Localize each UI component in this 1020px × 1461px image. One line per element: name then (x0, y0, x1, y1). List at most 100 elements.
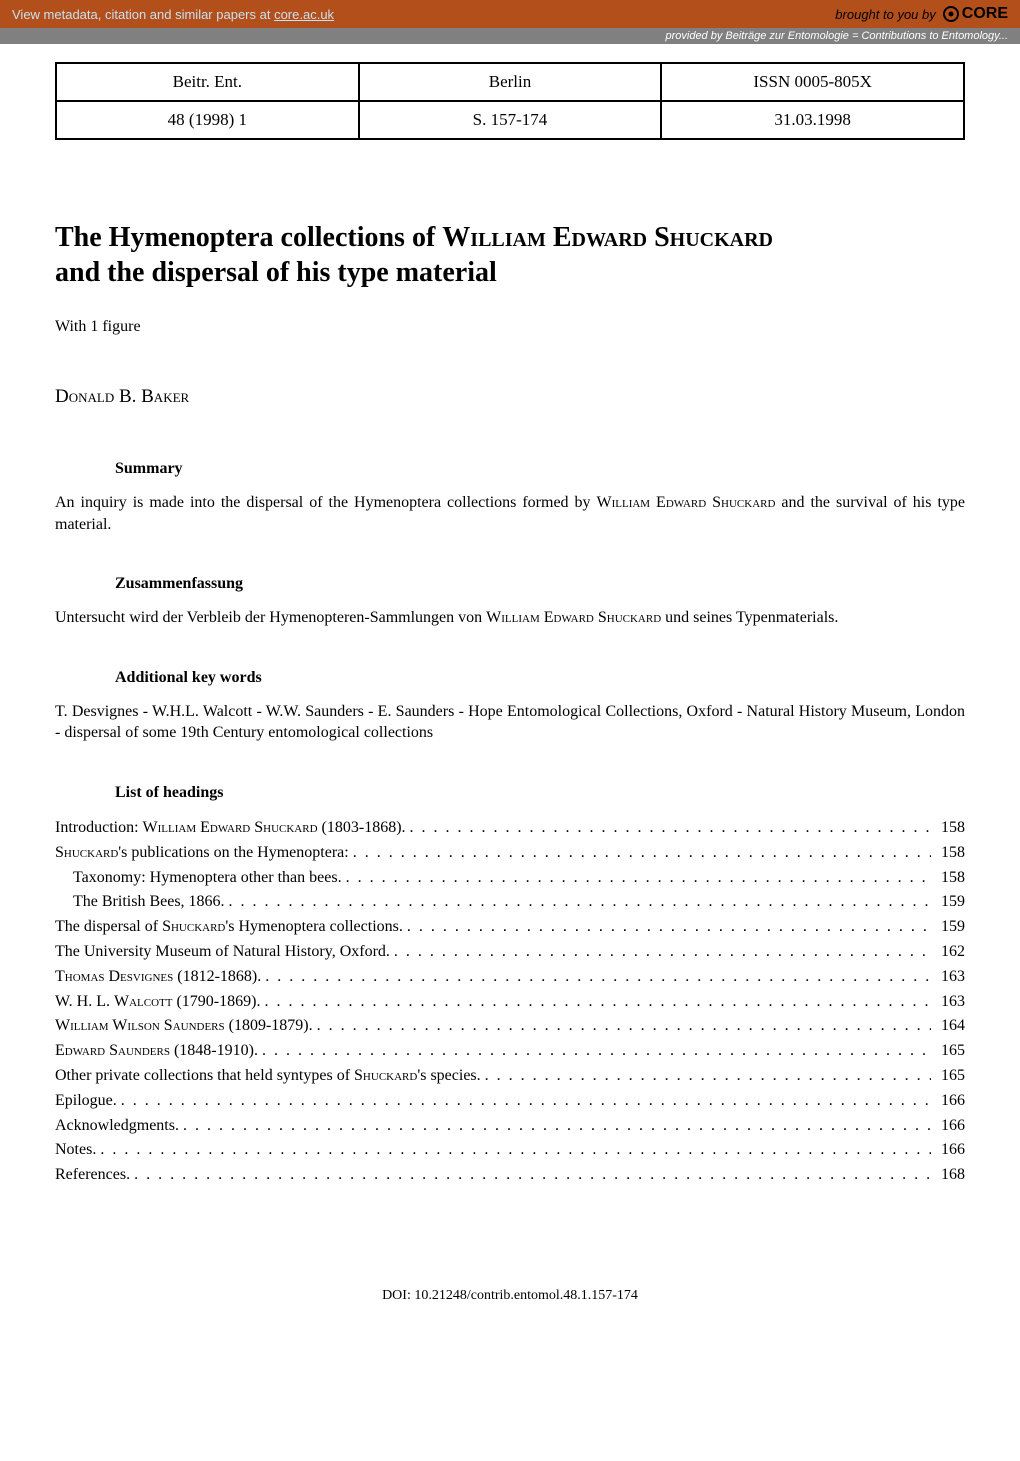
toc-page-number: 158 (935, 841, 965, 866)
provided-by-bar: provided by Beiträge zur Entomologie = C… (0, 28, 1020, 44)
toc-label: Edward Saunders (1848-1910). (55, 1039, 258, 1064)
toc-page-number: 163 (935, 990, 965, 1015)
toc-label-pre: Introduction: (55, 819, 143, 836)
core-banner: View metadata, citation and similar pape… (0, 0, 1020, 28)
toc-dots (407, 915, 931, 940)
toc-label-smallcaps: Shuckard (162, 918, 225, 935)
keywords-body: T. Desvignes - W.H.L. Walcott - W.W. Sau… (55, 701, 965, 744)
toc-label: William Wilson Saunders (1809-1879). (55, 1014, 313, 1039)
zusammenfassung-body: Untersucht wird der Verbleib der Hymenop… (55, 607, 965, 629)
toc-label-smallcaps: Thomas Desvignes (55, 968, 173, 985)
toc-label-smallcaps: Walcott (114, 993, 172, 1010)
list-of-headings-heading: List of headings (115, 784, 965, 802)
toc-label: The British Bees, 1866. (55, 890, 225, 915)
toc-label-smallcaps: Shuckard (354, 1067, 417, 1084)
toc-label-post: (1803-1868). (318, 819, 406, 836)
toc-label-pre: W. H. L. (55, 993, 114, 1010)
toc-label: Notes. (55, 1138, 96, 1163)
toc-row: William Wilson Saunders (1809-1879). 164 (55, 1014, 965, 1039)
toc-page-number: 165 (935, 1064, 965, 1089)
article-title: The Hymenoptera collections of William E… (55, 220, 965, 290)
toc-row: The British Bees, 1866.159 (55, 890, 965, 915)
title-part2: and the dispersal of his type material (55, 257, 497, 288)
publication-date: 31.03.1998 (661, 101, 964, 139)
toc-dots (100, 1138, 931, 1163)
toc-dots (410, 816, 931, 841)
toc-dots (229, 890, 931, 915)
toc-dots (353, 841, 931, 866)
toc-label-smallcaps: Edward Saunders (55, 1042, 170, 1059)
toc-row: W. H. L. Walcott (1790-1869). 163 (55, 990, 965, 1015)
core-link[interactable]: core.ac.uk (274, 7, 334, 22)
toc-row: Acknowledgments.166 (55, 1114, 965, 1139)
toc-page-number: 166 (935, 1089, 965, 1114)
toc-label-post: (1848-1910). (170, 1042, 258, 1059)
toc-page-number: 168 (935, 1163, 965, 1188)
toc-label: Thomas Desvignes (1812-1868). (55, 965, 261, 990)
zusammenfassung-heading: Zusammenfassung (115, 575, 965, 593)
toc-row: Other private collections that held synt… (55, 1064, 965, 1089)
toc-row: References.168 (55, 1163, 965, 1188)
toc-label-smallcaps: William Wilson Saunders (55, 1017, 225, 1034)
core-icon (942, 5, 960, 23)
toc-row: Edward Saunders (1848-1910). 165 (55, 1039, 965, 1064)
banner-left: View metadata, citation and similar pape… (12, 7, 334, 22)
doi: DOI: 10.21248/contrib.entomol.48.1.157-1… (55, 1288, 965, 1304)
toc-row: The University Museum of Natural History… (55, 940, 965, 965)
toc-page-number: 166 (935, 1138, 965, 1163)
toc-page-number: 164 (935, 1014, 965, 1039)
toc-dots (317, 1014, 931, 1039)
zusammen-post: und seines Typenmaterials. (661, 609, 838, 626)
journal-issn: ISSN 0005-805X (661, 63, 964, 101)
table-row: Beitr. Ent. Berlin ISSN 0005-805X (56, 63, 964, 101)
toc-dots (265, 965, 931, 990)
toc-row: Introduction: William Edward Shuckard (1… (55, 816, 965, 841)
keywords-heading: Additional key words (115, 669, 965, 687)
summary-heading: Summary (115, 460, 965, 478)
toc-page-number: 158 (935, 816, 965, 841)
core-logo[interactable]: CORE (942, 5, 1008, 23)
toc-label-post: (1812-1868). (173, 968, 261, 985)
toc-label: Epilogue. (55, 1089, 117, 1114)
brought-by-text: brought to you by (835, 7, 935, 22)
toc-row: Taxonomy: Hymenoptera other than bees. 15… (55, 866, 965, 891)
toc-label-smallcaps: Shuckard (55, 844, 118, 861)
toc-label-smallcaps: William Edward Shuckard (143, 819, 318, 836)
toc-row: Epilogue. 166 (55, 1089, 965, 1114)
toc-label-post: (1790-1869). (172, 993, 260, 1010)
core-label: CORE (962, 5, 1008, 23)
summary-pre: An inquiry is made into the dispersal of… (55, 494, 597, 511)
toc-label-pre: Epilogue. (55, 1092, 117, 1109)
title-part1: The Hymenoptera collections of (55, 222, 442, 253)
table-of-contents: Introduction: William Edward Shuckard (1… (55, 816, 965, 1188)
toc-row: Shuckard's publications on the Hymenopte… (55, 841, 965, 866)
banner-prefix: View metadata, citation and similar pape… (12, 7, 274, 22)
journal-city: Berlin (359, 63, 662, 101)
toc-label: Taxonomy: Hymenoptera other than bees. (55, 866, 342, 891)
toc-label: Other private collections that held synt… (55, 1064, 481, 1089)
toc-label: W. H. L. Walcott (1790-1869). (55, 990, 260, 1015)
toc-dots (485, 1064, 931, 1089)
toc-label-post: 's Hymenoptera collections. (225, 918, 403, 935)
zusammen-pre: Untersucht wird der Verbleib der Hymenop… (55, 609, 486, 626)
toc-page-number: 165 (935, 1039, 965, 1064)
toc-page-number: 158 (935, 866, 965, 891)
toc-row: Notes. 166 (55, 1138, 965, 1163)
toc-label-pre: The dispersal of (55, 918, 162, 935)
toc-label: The University Museum of Natural History… (55, 940, 390, 965)
author-name: Donald B. Baker (55, 386, 965, 408)
toc-dots (346, 866, 931, 891)
toc-dots (134, 1163, 931, 1188)
toc-label-pre: Taxonomy: Hymenoptera other than bees. (73, 869, 342, 886)
toc-dots (262, 1039, 931, 1064)
metadata-table: Beitr. Ent. Berlin ISSN 0005-805X 48 (19… (55, 62, 965, 140)
page-content: Beitr. Ent. Berlin ISSN 0005-805X 48 (19… (0, 44, 1020, 1344)
toc-label-pre: Other private collections that held synt… (55, 1067, 354, 1084)
toc-label: Acknowledgments. (55, 1114, 179, 1139)
banner-right: brought to you by CORE (835, 5, 1008, 23)
volume-issue: 48 (1998) 1 (56, 101, 359, 139)
summary-body: An inquiry is made into the dispersal of… (55, 492, 965, 535)
journal-abbrev: Beitr. Ent. (56, 63, 359, 101)
figure-count: With 1 figure (55, 318, 965, 336)
toc-dots (121, 1089, 931, 1114)
